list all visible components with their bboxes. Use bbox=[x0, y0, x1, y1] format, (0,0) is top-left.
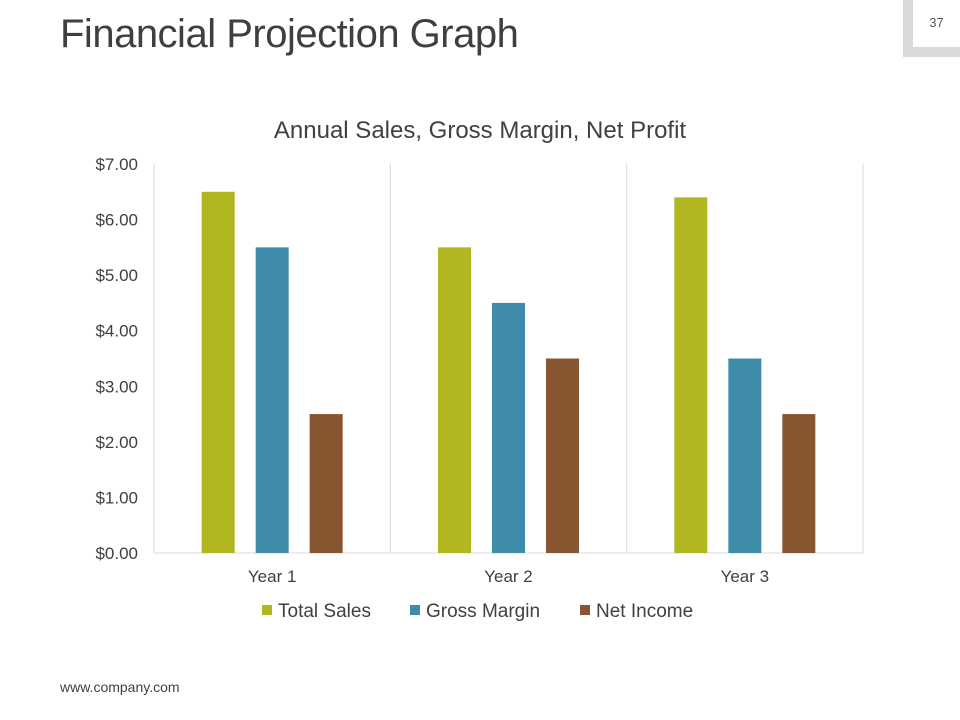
bar-net-income-year-1 bbox=[309, 414, 343, 553]
legend-label: Total Sales bbox=[278, 601, 371, 622]
legend-label: Gross Margin bbox=[426, 601, 540, 622]
legend-swatch bbox=[262, 605, 272, 615]
legend-item: Gross Margin bbox=[410, 601, 540, 622]
bar-total-sales-year-2 bbox=[438, 247, 471, 553]
bar-net-income-year-2 bbox=[546, 358, 579, 553]
bar-net-income-year-3 bbox=[782, 414, 816, 553]
bar-total-sales-year-1 bbox=[201, 191, 235, 554]
legend-swatch bbox=[410, 605, 420, 615]
bar-total-sales-year-3 bbox=[674, 197, 708, 554]
y-tick-label: $7.00 bbox=[95, 155, 138, 174]
y-tick-label: $6.00 bbox=[95, 211, 138, 230]
footer-url: www.company.com bbox=[60, 679, 180, 695]
slide-title: Financial Projection Graph bbox=[60, 12, 519, 56]
y-tick-label: $0.00 bbox=[95, 544, 138, 563]
bar-gross-margin-year-3 bbox=[728, 358, 762, 553]
x-axis: Year 1 Year 2 Year 3 bbox=[248, 567, 769, 586]
x-tick-label: Year 1 bbox=[248, 567, 297, 586]
y-tick-label: $5.00 bbox=[95, 266, 138, 285]
legend-item: Total Sales bbox=[262, 601, 371, 622]
chart-title: Annual Sales, Gross Margin, Net Profit bbox=[274, 117, 687, 144]
page-number: 37 bbox=[913, 0, 960, 47]
legend-label: Net Income bbox=[596, 601, 693, 622]
y-tick-label: $4.00 bbox=[95, 322, 138, 341]
bar-gross-margin-year-2 bbox=[492, 302, 525, 553]
bar-gross-margin-year-1 bbox=[255, 247, 289, 553]
y-axis: $0.00 $1.00 $2.00 $3.00 $4.00 $5.00 $6.00 $7.00 bbox=[95, 155, 138, 563]
legend-swatch bbox=[580, 605, 590, 615]
x-tick-label: Year 2 bbox=[484, 567, 533, 586]
x-tick-label: Year 3 bbox=[721, 567, 770, 586]
y-tick-label: $2.00 bbox=[95, 433, 138, 452]
legend-item: Net Income bbox=[580, 601, 693, 622]
y-tick-label: $3.00 bbox=[95, 377, 138, 396]
y-tick-label: $1.00 bbox=[95, 488, 138, 507]
bars bbox=[201, 191, 816, 554]
legend: Total Sales Gross Margin Net Income bbox=[262, 601, 693, 622]
page-number-badge: 37 bbox=[903, 0, 960, 57]
